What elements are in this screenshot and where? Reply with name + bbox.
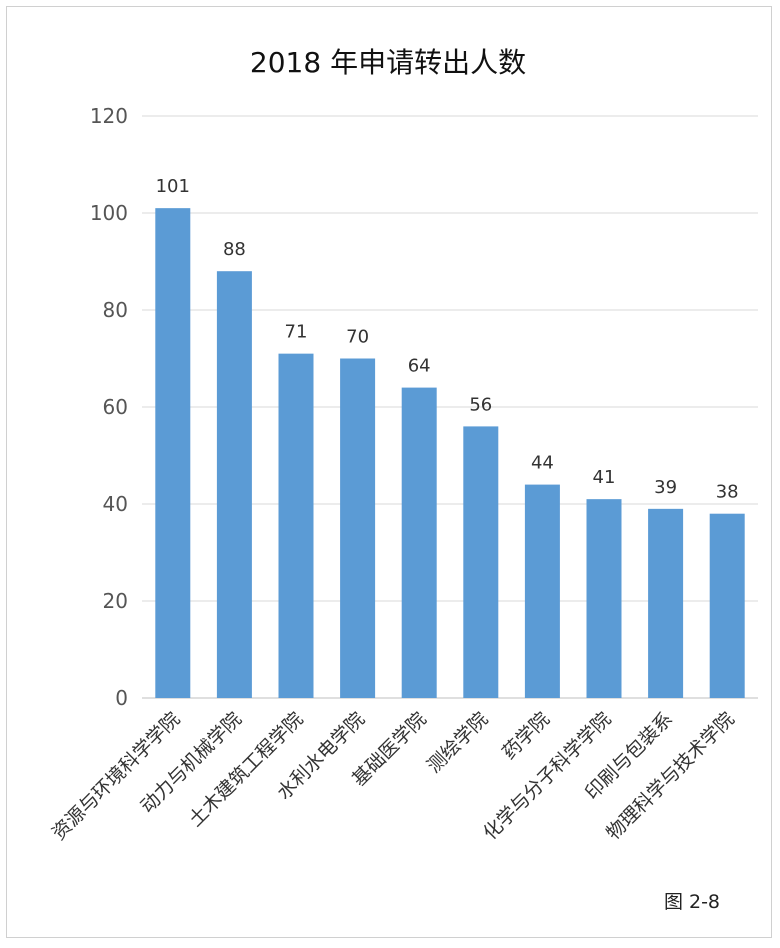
y-tick-label: 120 — [90, 104, 128, 128]
data-label: 56 — [469, 394, 492, 415]
bar-1 — [155, 208, 191, 698]
bars — [155, 208, 745, 698]
data-label: 41 — [593, 467, 616, 488]
data-label: 71 — [285, 322, 308, 343]
data-label: 44 — [531, 453, 554, 474]
chart-frame — [6, 6, 772, 938]
y-tick-label: 20 — [103, 589, 128, 613]
x-tick-label: 土木建筑工程学院 — [184, 708, 307, 831]
bar-3 — [278, 353, 314, 698]
data-label: 88 — [223, 239, 246, 260]
y-axis-ticks: 0 20 40 60 80 100 120 — [90, 104, 128, 710]
data-label: 70 — [346, 327, 369, 348]
y-tick-label: 0 — [115, 686, 128, 710]
data-labels: 101 88 71 70 64 56 44 41 39 38 — [156, 176, 739, 503]
bar-7 — [524, 484, 560, 698]
bar-6 — [463, 426, 499, 698]
bar-5 — [401, 387, 437, 698]
category-labels: 资源与环境科学学院动力与机械学院土木建筑工程学院水利水电学院基础医学院测绘学院药… — [48, 708, 739, 844]
y-tick-label: 40 — [103, 492, 128, 516]
x-tick-label: 药学院 — [498, 708, 554, 764]
bar-4 — [340, 358, 376, 698]
bar-10 — [709, 513, 745, 698]
data-label: 39 — [654, 477, 677, 498]
data-label: 38 — [716, 482, 739, 503]
data-label: 64 — [408, 356, 431, 377]
x-tick-label: 测绘学院 — [423, 708, 492, 777]
bar-2 — [216, 271, 252, 698]
y-tick-label: 80 — [103, 298, 128, 322]
chart-title: 2018 年申请转出人数 — [250, 46, 526, 79]
y-tick-label: 60 — [103, 395, 128, 419]
data-label: 101 — [156, 176, 190, 197]
y-tick-label: 100 — [90, 201, 128, 225]
figure-label: 图 2-8 — [664, 891, 720, 913]
bar-8 — [586, 499, 622, 698]
bar-9 — [648, 508, 684, 698]
